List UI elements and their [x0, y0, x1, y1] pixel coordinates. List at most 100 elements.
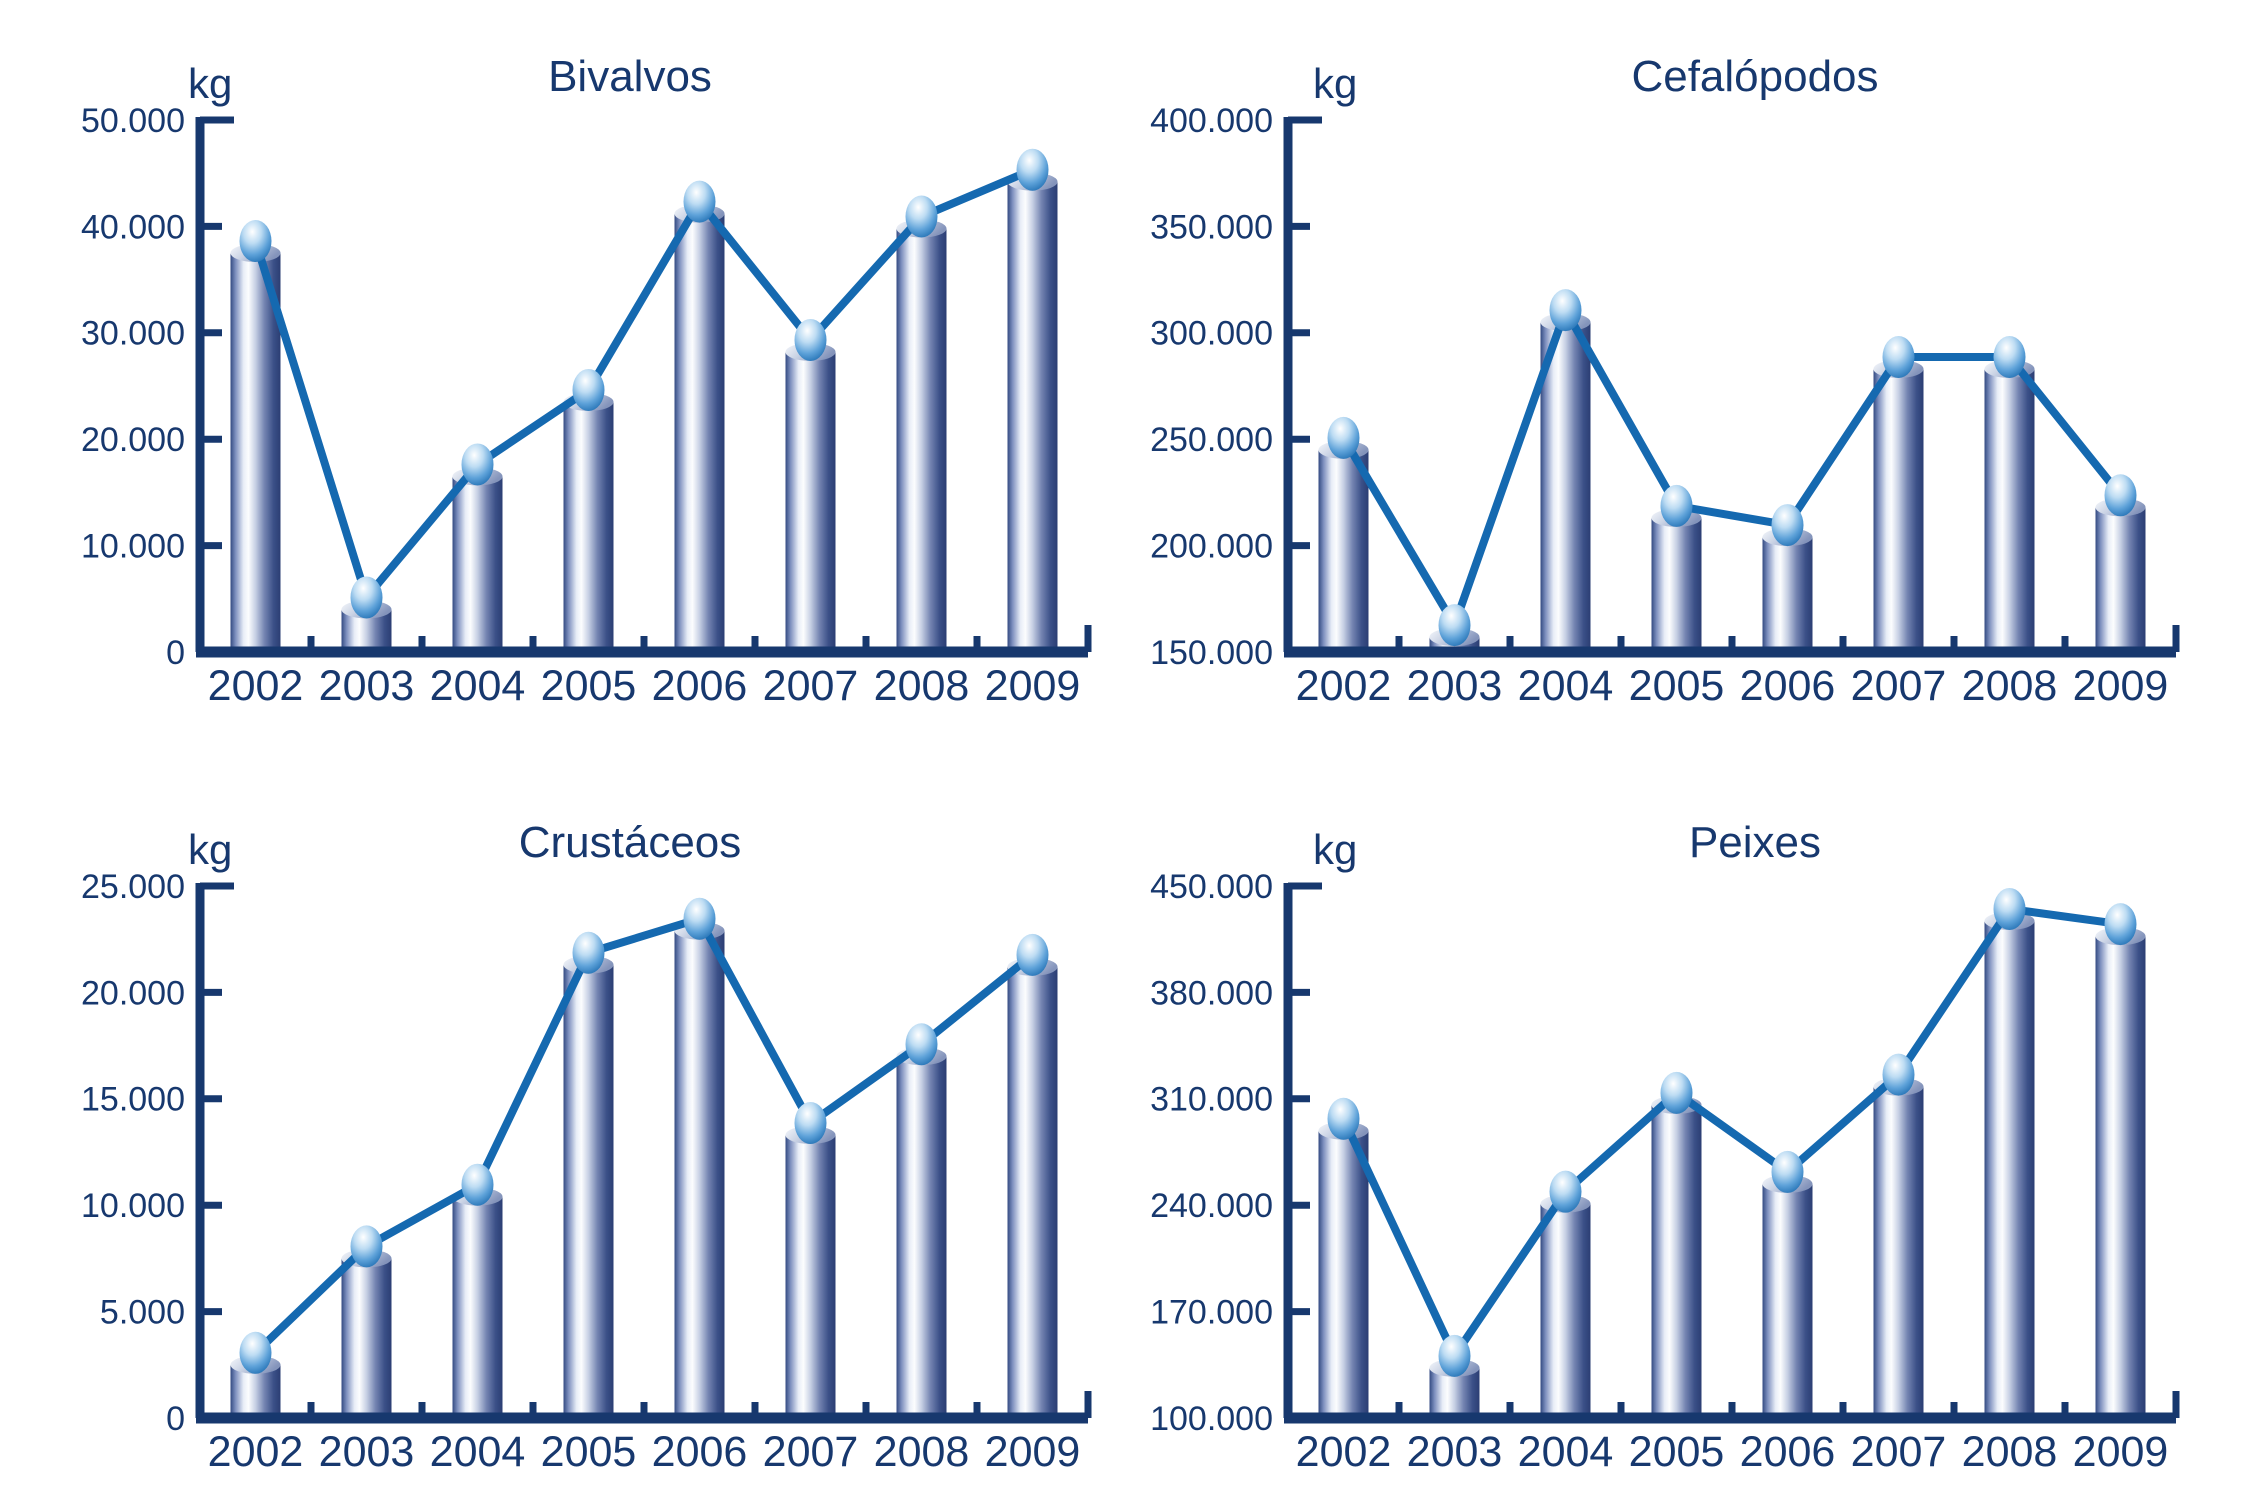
data-point-marker	[1993, 335, 2026, 378]
bar	[1762, 1183, 1813, 1418]
bar	[1762, 537, 1813, 652]
chart-title: Peixes	[1688, 818, 1822, 867]
x-tick-label: 2003	[319, 1428, 415, 1476]
trend-line	[251, 165, 1037, 602]
data-point-marker	[1438, 1334, 1471, 1377]
x-tick-label: 2007	[1851, 1428, 1947, 1476]
y-tick-label: 400.000	[1150, 102, 1273, 140]
y-tick-label: 310.000	[1150, 1081, 1273, 1119]
y-axis-unit-label: kg	[1313, 60, 1358, 107]
y-tick-label: 0	[166, 1400, 185, 1438]
x-tick-label: 2006	[652, 662, 748, 710]
y-tick-label: 200.000	[1150, 528, 1273, 566]
x-tick-label: 2004	[1518, 662, 1614, 710]
y-tick-label: 25.000	[81, 868, 185, 906]
y-tick-label: 150.000	[1150, 634, 1273, 672]
x-tick-label: 2002	[208, 662, 304, 710]
bar	[1540, 1203, 1591, 1418]
data-point-marker	[350, 576, 383, 619]
x-tick-label: 2003	[1407, 1428, 1503, 1476]
crustaceos-plot: 0 5.000 10.000 15.000 20.000 25.000 2002 2003 20…	[81, 868, 1092, 1476]
bar	[2095, 507, 2146, 652]
data-point-marker	[1993, 887, 2026, 930]
bar	[563, 401, 614, 652]
data-point-marker	[1660, 1071, 1693, 1114]
data-point-marker	[905, 1023, 938, 1066]
y-tick-label: 250.000	[1150, 421, 1273, 459]
y-tick-label: 100.000	[1150, 1400, 1273, 1438]
y-tick-label: 170.000	[1150, 1294, 1273, 1332]
data-point-marker	[2104, 474, 2137, 517]
data-point-marker	[572, 931, 605, 974]
x-tick-label: 2005	[1629, 662, 1725, 710]
x-tick-label: 2009	[2073, 1428, 2169, 1476]
x-tick-label: 2009	[985, 662, 1081, 710]
data-point-marker	[350, 1225, 383, 1268]
cefalopodos-plot: 150.000 200.000 250.000 300.000 350.000 400.0…	[1150, 102, 2180, 710]
data-point-marker	[1771, 504, 1804, 547]
y-axis-unit-label: kg	[188, 826, 233, 873]
trend-line	[251, 914, 1037, 1357]
bar	[2095, 936, 2146, 1418]
y-axis-unit-label: kg	[188, 60, 233, 107]
bar	[785, 1134, 836, 1418]
x-tick-label: 2009	[985, 1428, 1081, 1476]
data-point-marker	[2104, 903, 2137, 946]
data-point-marker	[1016, 148, 1049, 191]
y-tick-label: 30.000	[81, 315, 185, 353]
x-tick-label: 2008	[874, 662, 970, 710]
data-point-marker	[239, 1331, 272, 1374]
bar	[1651, 517, 1702, 652]
bar	[1318, 449, 1369, 652]
trend-line	[1339, 306, 2125, 630]
bar	[563, 964, 614, 1418]
bar	[230, 253, 281, 652]
x-tick-label: 2006	[1740, 1428, 1836, 1476]
y-tick-label: 20.000	[81, 974, 185, 1012]
data-point-marker	[794, 1101, 827, 1144]
data-point-marker	[1771, 1150, 1804, 1193]
x-tick-label: 2005	[541, 662, 637, 710]
bar	[785, 351, 836, 652]
bar	[1540, 322, 1591, 652]
bar	[1318, 1130, 1369, 1418]
y-tick-label: 50.000	[81, 102, 185, 140]
bar	[1984, 368, 2035, 652]
bar	[1873, 368, 1924, 652]
x-tick-label: 2003	[1407, 662, 1503, 710]
y-tick-label: 0	[166, 634, 185, 672]
bar	[1007, 966, 1058, 1418]
x-tick-label: 2002	[208, 1428, 304, 1476]
trend-line	[1339, 904, 2125, 1360]
data-point-marker	[1882, 1053, 1915, 1096]
x-tick-label: 2007	[763, 662, 859, 710]
bar	[341, 1258, 392, 1418]
data-point-marker	[683, 897, 716, 940]
x-tick-label: 2008	[874, 1428, 970, 1476]
data-point-marker	[1327, 1097, 1360, 1140]
data-point-marker	[683, 180, 716, 223]
x-tick-label: 2008	[1962, 662, 2058, 710]
bar	[452, 476, 503, 652]
chart-title: Cefalópodos	[1631, 52, 1879, 101]
x-tick-label: 2002	[1296, 662, 1392, 710]
bar	[1984, 920, 2035, 1418]
data-point-marker	[905, 195, 938, 238]
data-point-marker	[1016, 933, 1049, 976]
chart-bivalvos: 0 10.000 20.000 30.000 40.000 50.000 2002 2003 2…	[0, 0, 1125, 750]
x-tick-label: 2007	[1851, 662, 1947, 710]
y-tick-label: 380.000	[1150, 974, 1273, 1012]
data-point-marker	[572, 368, 605, 411]
bar	[896, 1056, 947, 1418]
data-point-marker	[239, 220, 272, 262]
x-tick-label: 2002	[1296, 1428, 1392, 1476]
bar	[1873, 1086, 1924, 1418]
bar	[674, 930, 725, 1418]
x-tick-label: 2005	[541, 1428, 637, 1476]
data-point-marker	[1882, 335, 1915, 378]
data-point-marker	[461, 443, 494, 486]
x-tick-label: 2004	[430, 1428, 526, 1476]
x-tick-label: 2003	[319, 662, 415, 710]
x-tick-label: 2004	[1518, 1428, 1614, 1476]
